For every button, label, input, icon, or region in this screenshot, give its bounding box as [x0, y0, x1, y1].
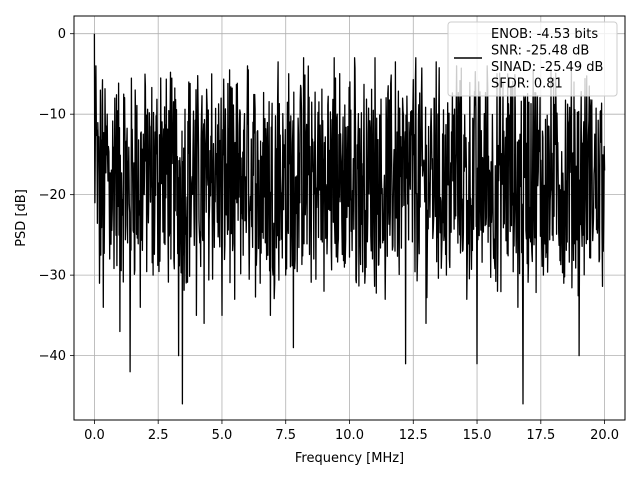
x-tick-label: 10.0: [335, 428, 364, 443]
y-tick-label: −40: [39, 349, 66, 364]
y-axis-label: PSD [dB]: [14, 189, 29, 247]
y-tick-label: −30: [39, 269, 66, 284]
legend-box: [447, 21, 618, 97]
x-axis: 0.0 2.5 5.0 7.5 10.0 12.5 15.0 17.5 20.0: [84, 420, 619, 443]
legend-entry: SINAD: -25.49 dB: [491, 60, 603, 75]
y-tick-label: −20: [39, 188, 66, 203]
legend-entry: SFDR: 0.81: [491, 77, 563, 92]
legend-entry: ENOB: -4.53 bits: [491, 27, 598, 42]
x-tick-label: 17.5: [526, 428, 555, 443]
x-tick-label: 15.0: [463, 428, 492, 443]
x-tick-label: 7.5: [275, 428, 296, 443]
y-tick-label: −10: [39, 108, 66, 123]
x-tick-label: 12.5: [399, 428, 428, 443]
y-axis: 0 −10 −20 −30 −40: [39, 27, 74, 364]
legend-entry: SNR: -25.48 dB: [491, 44, 589, 59]
x-tick-label: 5.0: [212, 428, 233, 443]
x-tick-label: 0.0: [84, 428, 105, 443]
plot-area: [93, 33, 606, 405]
y-tick-label: 0: [58, 27, 66, 42]
x-tick-label: 20.0: [590, 428, 619, 443]
x-axis-label: Frequency [MHz]: [295, 451, 404, 466]
psd-series-line: [93, 33, 606, 405]
x-tick-label: 2.5: [148, 428, 169, 443]
